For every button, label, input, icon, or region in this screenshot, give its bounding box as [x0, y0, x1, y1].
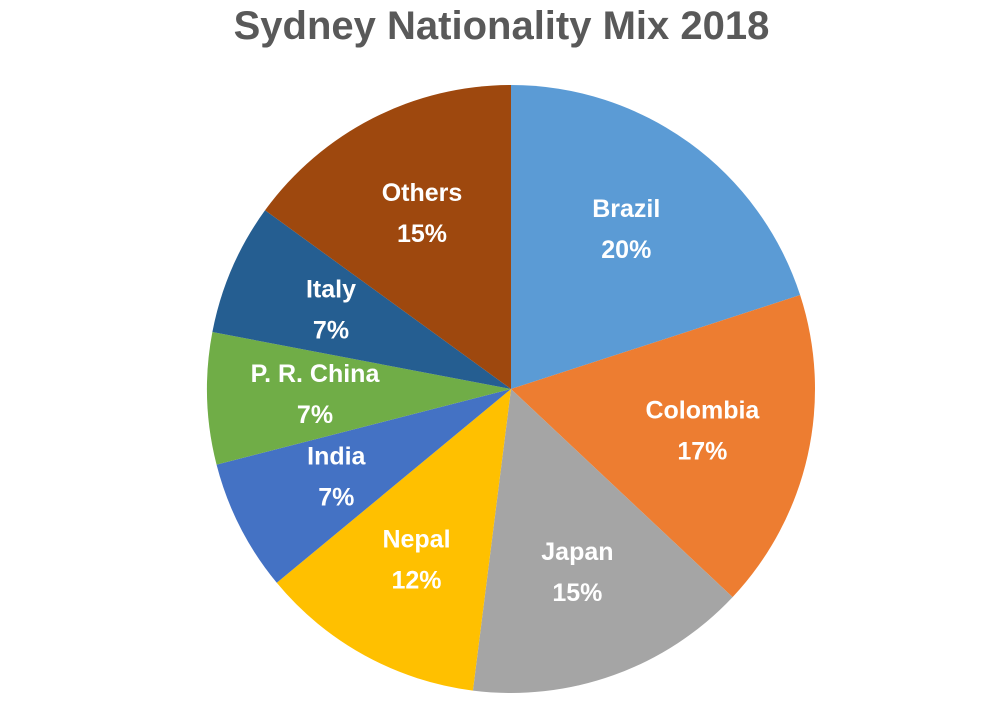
- slice-value-label: 17%: [677, 437, 727, 465]
- pie-slice-italy: [212, 210, 511, 389]
- slice-value-label: 15%: [397, 220, 447, 248]
- slice-value-label: 7%: [313, 317, 349, 345]
- slice-value-label: 12%: [391, 566, 441, 594]
- slice-category-label: India: [307, 443, 366, 471]
- slice-value-label: 20%: [601, 236, 651, 264]
- slice-category-label: Japan: [541, 538, 613, 566]
- pie-slices: [206, 85, 815, 693]
- slice-category-label: Brazil: [592, 195, 660, 223]
- pie-slice-india: [216, 389, 512, 583]
- pie-slice-brazil: [511, 85, 801, 389]
- slice-category-label: Others: [382, 179, 463, 207]
- pie-slice-p-r-china: [206, 332, 512, 465]
- slice-category-label: Nepal: [382, 525, 450, 553]
- slice-value-label: 7%: [318, 484, 354, 512]
- pie-slice-japan: [472, 389, 733, 693]
- pie-slice-others: [265, 85, 511, 389]
- slice-value-label: 7%: [297, 401, 333, 429]
- pie-slice-nepal: [276, 389, 511, 691]
- slice-category-label: Italy: [306, 276, 356, 304]
- slice-category-label: P. R. China: [251, 360, 381, 388]
- pie-labels: Brazil 20% Colombia 17% Japan 15% Nepal 12% Indi…: [251, 179, 761, 607]
- pie-slice-colombia: [511, 295, 815, 598]
- chart-title: Sydney Nationality Mix 2018: [233, 4, 770, 48]
- slice-value-label: 15%: [552, 579, 602, 607]
- slice-category-label: Colombia: [645, 396, 760, 424]
